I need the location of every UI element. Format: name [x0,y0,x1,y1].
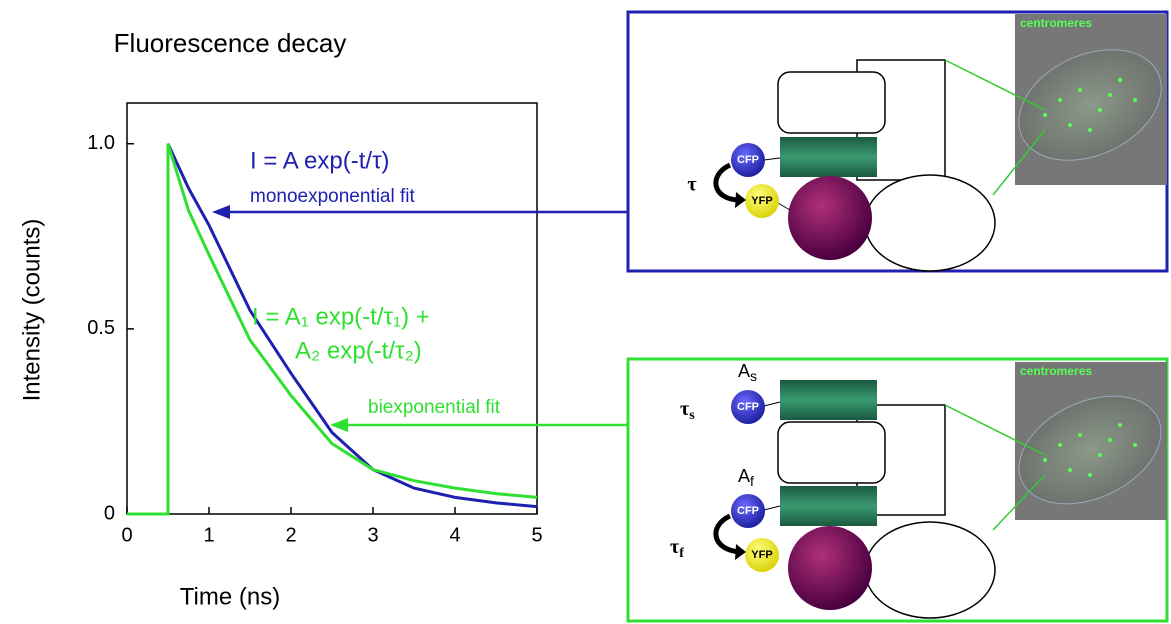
x-axis-title: Time (ns) [180,583,280,610]
transfer-arrow-head [735,544,746,560]
linker [778,203,790,210]
protein-block [778,72,885,133]
y-tick-label: 0 [104,502,115,524]
tau-s-label: τs [680,398,695,424]
protein-sphere [788,526,872,610]
figure: Fluorescence decay Time (ns) Intensity (… [0,0,1171,624]
annotation: I = A₁ exp(-t/τ₁) + [252,303,430,330]
legend-entry: biexponential fit [368,397,501,418]
y-tick-label: 0.5 [87,317,115,339]
protein-block [780,380,877,420]
linker [764,158,780,160]
annotation: A₂ exp(-t/τ₂) [295,337,422,364]
protein-sphere [788,176,872,260]
protein-block [865,175,995,271]
legend-entry: monoexponential fit [250,186,415,207]
protein-block [778,422,885,483]
protein-block [780,486,877,526]
micrograph-label: centromeres [1020,16,1092,30]
diagram: CFP YFP τ centromeres CFP CFP YFP τs τf … [628,12,1171,621]
a-f-label: Af [738,466,754,489]
annotation: I = A exp(-t/τ) [250,147,390,174]
cfp-label: CFP [737,154,759,166]
x-tick-label: 2 [285,524,296,546]
x-tick-label: 3 [367,524,378,546]
pointer-arrow-head [330,418,348,432]
cfp-label: CFP [737,401,759,413]
x-tick-label: 0 [121,524,132,546]
micrograph-label: centromeres [1020,364,1092,378]
tau-f-label: τf [670,536,684,562]
transfer-arrow-head [735,192,746,208]
x-tick-label: 1 [203,524,214,546]
protein-block [865,522,995,618]
linker [764,506,780,510]
yfp-label: YFP [751,549,772,561]
protein-block [780,137,877,177]
pointer-arrow-head [212,205,230,219]
y-tick-label: 1.0 [87,132,115,154]
linker [764,402,780,406]
chart-title: Fluorescence decay [114,28,347,58]
x-tick-label: 4 [449,524,460,546]
cfp-label: CFP [737,505,759,517]
y-axis-title: Intensity (counts) [18,219,45,402]
a-s-label: As [738,361,757,384]
tau-label: τ [687,174,696,196]
x-tick-label: 5 [531,524,542,546]
yfp-label: YFP [751,195,772,207]
decay-chart: Fluorescence decay Time (ns) Intensity (… [18,28,542,610]
